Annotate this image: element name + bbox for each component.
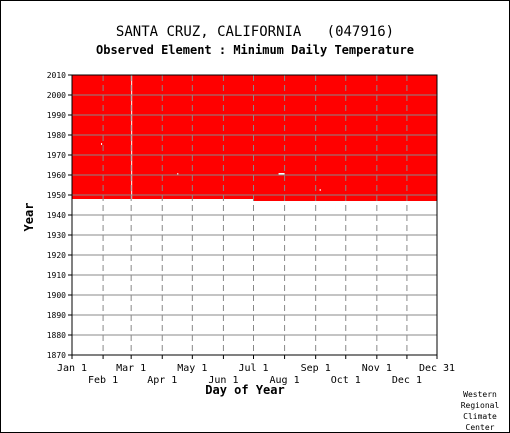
missing-data-gap bbox=[177, 173, 179, 175]
x-tick-label: Jan 1 bbox=[57, 363, 87, 374]
credit-line: Western bbox=[463, 390, 497, 399]
y-tick-label: 1990 bbox=[47, 111, 66, 120]
credit-line: Climate bbox=[463, 412, 497, 421]
y-tick-label: 1870 bbox=[47, 351, 66, 360]
missing-data-gap bbox=[131, 75, 133, 199]
y-tick-label: 1980 bbox=[47, 131, 66, 140]
y-tick-label: 1970 bbox=[47, 151, 66, 160]
y-tick-label: 1950 bbox=[47, 191, 66, 200]
x-tick-label: Oct 1 bbox=[331, 375, 361, 386]
data-coverage-block bbox=[72, 75, 254, 199]
missing-data-gap bbox=[319, 189, 321, 191]
credit-line: Regional bbox=[460, 401, 500, 410]
chart-title: SANTA CRUZ, CALIFORNIA (047916) bbox=[115, 24, 395, 40]
x-tick-label: Apr 1 bbox=[147, 375, 177, 386]
y-tick-label: 1890 bbox=[47, 311, 66, 320]
y-tick-label: 2010 bbox=[47, 71, 66, 80]
x-tick-label: Jun 1 bbox=[208, 375, 238, 386]
x-tick-label: Feb 1 bbox=[88, 375, 118, 386]
data-coverage-block bbox=[253, 75, 437, 201]
y-tick-label: 2000 bbox=[47, 91, 66, 100]
chart-subtitle: Observed Element : Minimum Daily Tempera… bbox=[96, 43, 414, 57]
missing-data-gap bbox=[278, 173, 285, 175]
x-tick-label: Jul 1 bbox=[238, 363, 268, 374]
credit-line: Center bbox=[465, 423, 495, 432]
y-tick-label: 1960 bbox=[47, 171, 66, 180]
y-tick-label: 1930 bbox=[47, 231, 66, 240]
x-axis-label: Day of Year bbox=[205, 383, 285, 397]
y-tick-label: 1900 bbox=[47, 291, 66, 300]
x-tick-label: Nov 1 bbox=[362, 363, 392, 374]
y-tick-label: 1920 bbox=[47, 251, 66, 260]
y-tick-label: 1910 bbox=[47, 271, 66, 280]
missing-data-gap bbox=[101, 143, 103, 145]
x-tick-label: May 1 bbox=[177, 363, 207, 374]
x-tick-label: Aug 1 bbox=[270, 375, 300, 386]
y-tick-label: 1940 bbox=[47, 211, 66, 220]
x-tick-label: Dec 1 bbox=[392, 375, 422, 386]
wrcc-credit: Western Regional Climate Center bbox=[458, 389, 502, 433]
x-tick-label: Sep 1 bbox=[301, 363, 331, 374]
x-tick-label: Mar 1 bbox=[116, 363, 146, 374]
y-tick-label: 1880 bbox=[47, 331, 66, 340]
x-tick-label: Dec 31 bbox=[419, 363, 455, 374]
